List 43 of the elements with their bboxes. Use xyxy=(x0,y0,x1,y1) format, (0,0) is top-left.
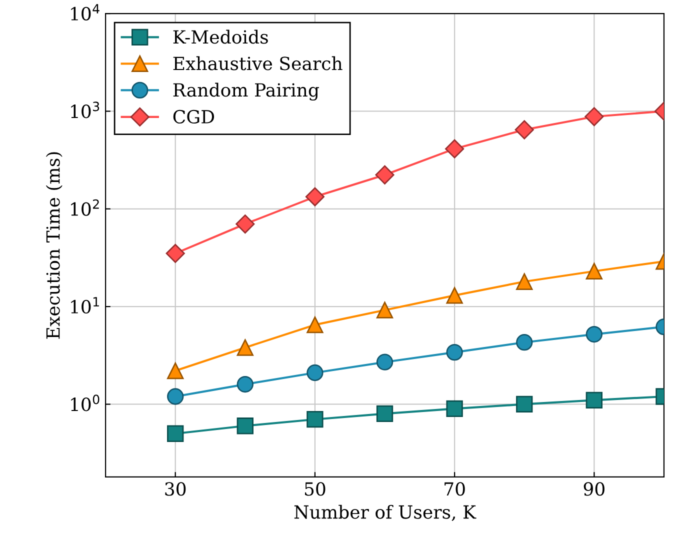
point xyxy=(446,344,463,361)
legend-label: CGD xyxy=(173,110,214,124)
point xyxy=(236,376,254,393)
y-tick-label: 10$^{4}$ xyxy=(71,4,100,21)
point xyxy=(586,326,603,343)
point xyxy=(306,316,324,334)
legend-label: Random Pairing xyxy=(173,82,319,101)
legend-label: K-Medoids xyxy=(173,30,268,44)
x-axis-title: Number of Users, K xyxy=(294,504,476,522)
point xyxy=(376,302,394,318)
point xyxy=(376,354,394,370)
point xyxy=(236,418,254,434)
point xyxy=(584,107,604,126)
point xyxy=(167,388,184,405)
y-tick-label: 10$^{0}$ xyxy=(71,394,100,412)
point xyxy=(514,120,534,140)
point xyxy=(167,362,184,380)
point xyxy=(375,165,394,184)
point xyxy=(446,287,463,304)
point xyxy=(236,214,255,234)
y-tick-label: 10$^{2}$ xyxy=(71,199,99,216)
y-tick-label: 10$^{3}$ xyxy=(71,102,100,118)
point xyxy=(446,400,463,418)
point xyxy=(376,405,394,422)
point xyxy=(445,139,464,158)
y-axis-title: Execution Time (ms) xyxy=(46,152,62,339)
point xyxy=(167,425,184,442)
point xyxy=(305,187,324,206)
legend-label: Exhaustive Search xyxy=(173,56,342,70)
point xyxy=(306,364,324,382)
x-tick-label: 90 xyxy=(584,482,604,496)
point xyxy=(516,273,533,290)
x-tick-label: 30 xyxy=(165,482,186,496)
point xyxy=(586,392,603,409)
point xyxy=(306,411,324,428)
x-tick-label: 50 xyxy=(305,482,326,496)
point xyxy=(236,339,254,356)
point xyxy=(166,244,185,263)
point xyxy=(516,334,533,351)
point xyxy=(516,396,533,413)
y-tick-label: 10$^{1}$ xyxy=(71,297,99,314)
point xyxy=(586,262,603,280)
x-tick-label: 70 xyxy=(444,482,465,496)
